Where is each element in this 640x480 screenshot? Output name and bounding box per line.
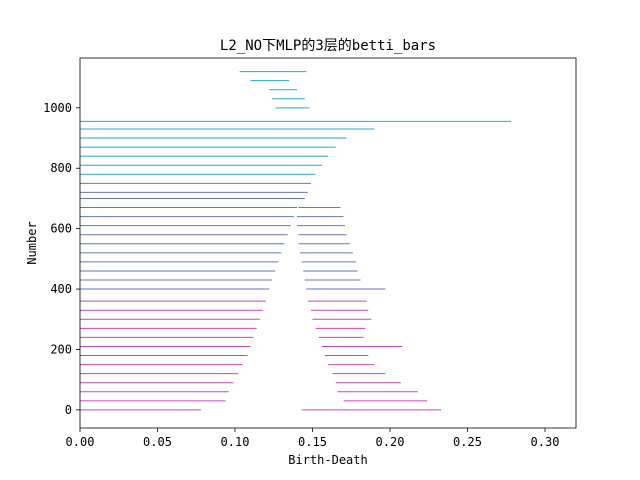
x-tick-label-5: 0.25 bbox=[453, 435, 482, 449]
x-axis-label: Birth-Death bbox=[288, 453, 367, 467]
y-tick-label-1: 200 bbox=[50, 342, 72, 356]
y-tick-label-3: 600 bbox=[50, 222, 72, 236]
x-tick-label-3: 0.15 bbox=[298, 435, 327, 449]
x-tick-label-1: 0.05 bbox=[143, 435, 172, 449]
plot-frame bbox=[79, 57, 577, 429]
y-axis-label: Number bbox=[25, 221, 39, 264]
y-axis: 0 200 400 600 800 1000 bbox=[43, 101, 80, 417]
x-tick-label-0: 0.00 bbox=[66, 435, 95, 449]
y-tick-label-0: 0 bbox=[65, 403, 72, 417]
x-tick-label-2: 0.10 bbox=[221, 435, 250, 449]
bars-layer bbox=[80, 71, 511, 411]
x-tick-label-6: 0.30 bbox=[531, 435, 560, 449]
chart-title: L2_NO下MLP的3层的betti_bars bbox=[220, 38, 436, 54]
x-axis: 0.00 0.05 0.10 0.15 0.20 0.25 0.30 bbox=[66, 428, 560, 449]
y-tick-label-2: 400 bbox=[50, 282, 72, 296]
x-tick-label-4: 0.20 bbox=[376, 435, 405, 449]
y-tick-label-4: 800 bbox=[50, 161, 72, 175]
y-tick-label-5: 1000 bbox=[43, 101, 72, 115]
